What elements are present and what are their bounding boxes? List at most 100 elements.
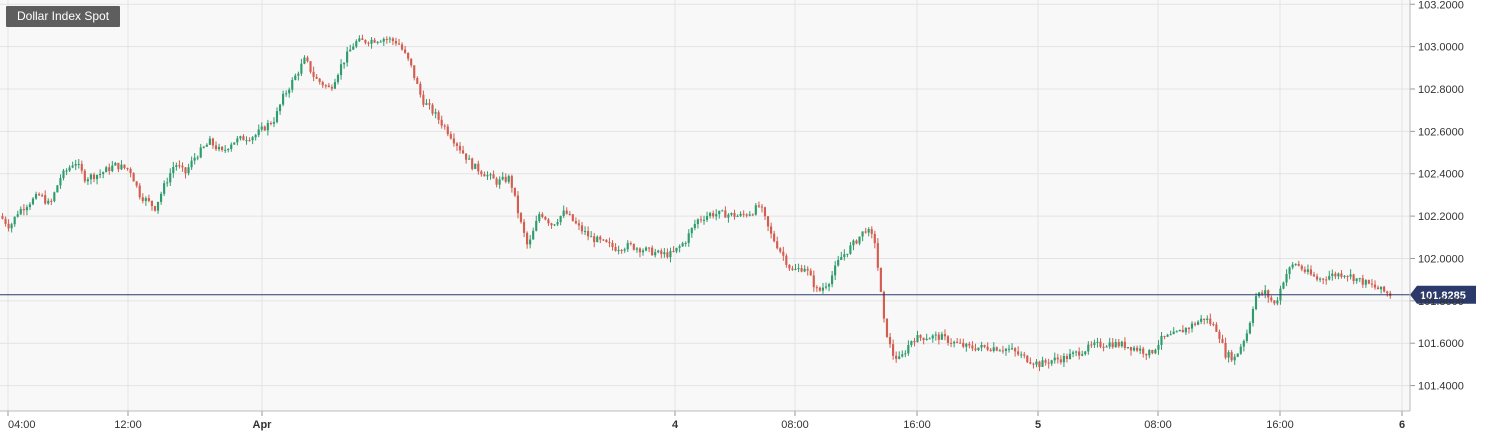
candle-body [178, 165, 181, 167]
candle-body [309, 61, 312, 72]
candle-body [486, 174, 489, 177]
candle-body [641, 250, 645, 253]
candle-body [885, 318, 889, 337]
candle-body [1032, 363, 1035, 365]
candle-body [446, 126, 449, 135]
candle-body [541, 214, 544, 217]
candle-body [571, 214, 574, 221]
candle-body [855, 240, 858, 244]
candle-body [614, 247, 617, 251]
candle-body [824, 286, 828, 288]
candle-body [873, 233, 876, 244]
candle-body [56, 185, 59, 193]
candle-body [379, 41, 382, 43]
candle-body [22, 209, 25, 211]
y-tick-label: 102.4000 [1418, 169, 1464, 181]
candle-body [568, 213, 571, 215]
candle-body [992, 347, 995, 352]
candle-body [959, 342, 962, 344]
candle-body [526, 232, 529, 245]
candle-body [355, 41, 358, 47]
candle-body [995, 347, 998, 351]
candle-body [266, 123, 269, 131]
candle-body [754, 205, 757, 215]
candle-body [962, 342, 965, 347]
candle-body [1145, 353, 1148, 356]
candle-body [465, 153, 468, 160]
candle-body [1020, 354, 1023, 356]
candle-body [25, 207, 28, 211]
candle-body [202, 146, 205, 148]
candle-body [391, 38, 394, 41]
candle-body [724, 210, 727, 218]
candle-body [827, 284, 831, 287]
candle-body [974, 348, 977, 351]
candle-body [257, 129, 260, 136]
candle-body [913, 340, 916, 343]
candle-body [437, 112, 440, 120]
candle-body [693, 224, 696, 229]
candle-body [458, 145, 462, 151]
candle-body [672, 251, 675, 253]
candle-body [596, 236, 599, 243]
candle-body [1102, 346, 1105, 348]
candle-body [946, 336, 950, 343]
candle-body [681, 243, 684, 247]
candle-body [983, 345, 986, 347]
candle-body [547, 219, 550, 224]
candle-body [730, 212, 733, 215]
candle-body [400, 44, 404, 50]
candle-body [1099, 341, 1102, 347]
candle-body [269, 123, 272, 125]
x-tick-label: Apr [253, 419, 273, 431]
last-price-tag [1410, 285, 1476, 304]
candle-body [419, 83, 422, 95]
candle-body [1160, 335, 1163, 345]
candle-body [821, 287, 824, 291]
candle-body [1303, 269, 1306, 272]
x-tick-label: 12:00 [114, 419, 142, 431]
candle-body [544, 216, 547, 220]
candle-body [550, 223, 553, 226]
candle-body [901, 354, 904, 357]
candle-body [699, 219, 702, 221]
candle-body [742, 213, 745, 215]
candle-body [1367, 280, 1370, 284]
candle-body [31, 198, 35, 205]
candle-body [120, 164, 123, 170]
candle-body [468, 158, 471, 160]
candle-body [193, 157, 196, 161]
candle-body [1352, 274, 1355, 282]
candle-body [1297, 263, 1300, 266]
x-tick-label: 04:00 [8, 419, 36, 431]
candle-body [138, 185, 141, 198]
candle-body [1383, 286, 1386, 292]
candle-body [1004, 348, 1007, 351]
x-tick-label: 4 [672, 419, 679, 431]
candle-body [1242, 340, 1245, 347]
candle-body [346, 51, 349, 63]
candle-body [1264, 290, 1267, 295]
candle-body [370, 39, 373, 44]
x-tick-label: 5 [1035, 419, 1041, 431]
candle-body [1108, 342, 1111, 347]
x-tick-label: 08:00 [1144, 419, 1172, 431]
y-tick-label: 103.2000 [1418, 0, 1464, 11]
candle-body [275, 111, 279, 123]
candle-body [1370, 283, 1373, 285]
candle-body [413, 65, 416, 78]
candle-body [516, 195, 519, 214]
candle-body [1096, 341, 1099, 343]
candle-body [1023, 354, 1026, 356]
candle-body [1364, 280, 1367, 285]
candle-body [1090, 344, 1093, 346]
candle-body [660, 250, 663, 255]
candle-body [583, 231, 587, 233]
candle-body [1248, 322, 1251, 334]
candle-body [318, 78, 321, 82]
candle-body [504, 176, 507, 182]
candle-body [1212, 324, 1215, 326]
candle-body [1068, 353, 1072, 360]
candle-body [1151, 350, 1154, 354]
candle-body [590, 236, 593, 238]
